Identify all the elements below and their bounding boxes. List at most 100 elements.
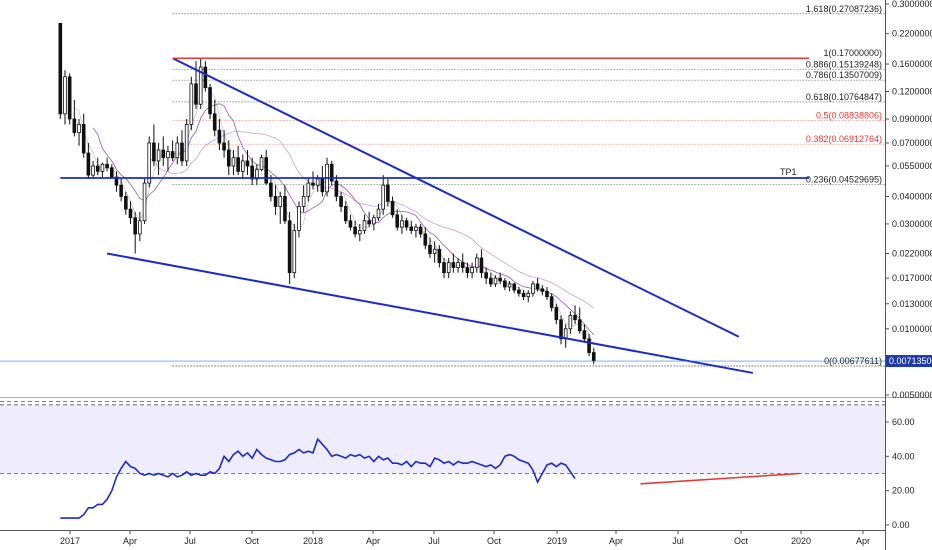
candle-body[interactable] <box>147 142 152 184</box>
candle-body[interactable] <box>180 142 184 162</box>
candle-body[interactable] <box>376 208 381 219</box>
candle-body[interactable] <box>418 226 423 235</box>
rsi-divergence-line[interactable] <box>640 472 800 485</box>
candle-body[interactable] <box>292 230 297 274</box>
candle-body[interactable] <box>77 124 81 134</box>
candle-body[interactable] <box>329 163 334 182</box>
candle-body[interactable] <box>442 262 446 274</box>
candle-body[interactable] <box>175 142 180 159</box>
candle-body[interactable] <box>217 129 222 144</box>
candle-body[interactable] <box>198 66 203 105</box>
candle-body[interactable] <box>357 230 362 235</box>
candle-body[interactable] <box>493 277 498 285</box>
candle-body[interactable] <box>72 118 77 134</box>
candle-body[interactable] <box>372 217 376 225</box>
candle-body[interactable] <box>133 217 137 235</box>
candle-body[interactable] <box>208 87 212 115</box>
candle-body[interactable] <box>142 182 147 222</box>
candle-body[interactable] <box>166 151 170 159</box>
candle-body[interactable] <box>507 283 512 288</box>
candle-body[interactable] <box>474 257 479 268</box>
candle-body[interactable] <box>549 296 554 308</box>
candle-body[interactable] <box>573 315 577 321</box>
candle-body[interactable] <box>278 196 283 207</box>
candle-body[interactable] <box>446 262 451 274</box>
candle-body[interactable] <box>91 165 95 176</box>
candle-body[interactable] <box>152 142 156 162</box>
candle-body[interactable] <box>311 182 315 186</box>
candle-body[interactable] <box>423 233 428 246</box>
candle-body[interactable] <box>400 220 404 228</box>
candle-body[interactable] <box>100 163 105 172</box>
candle-body[interactable] <box>545 290 549 298</box>
candle-body[interactable] <box>109 167 114 178</box>
candle-body[interactable] <box>484 272 488 279</box>
candle-body[interactable] <box>554 307 559 321</box>
candle-body[interactable] <box>287 220 292 274</box>
candle-body[interactable] <box>367 220 371 225</box>
candle-body[interactable] <box>259 157 264 170</box>
candle-body[interactable] <box>348 220 353 228</box>
candle-body[interactable] <box>306 182 311 197</box>
candle-body[interactable] <box>231 157 236 167</box>
candle-body[interactable] <box>334 180 339 197</box>
candle-body[interactable] <box>540 288 545 292</box>
candle-body[interactable] <box>236 157 240 172</box>
candle-body[interactable] <box>362 220 367 231</box>
trendline-upper[interactable] <box>172 57 740 338</box>
candle-body[interactable] <box>582 330 587 340</box>
candle-body[interactable] <box>114 176 119 186</box>
candle-body[interactable] <box>432 248 437 254</box>
candle-body[interactable] <box>521 292 526 298</box>
candle-body[interactable] <box>241 160 245 172</box>
candle-body[interactable] <box>58 22 63 115</box>
candle-body[interactable] <box>386 184 390 202</box>
candle-body[interactable] <box>124 196 128 210</box>
candle-body[interactable] <box>451 262 456 268</box>
candle-body[interactable] <box>498 277 502 282</box>
candle-body[interactable] <box>250 165 254 180</box>
rsi-line[interactable] <box>60 437 576 519</box>
candle-body[interactable] <box>273 196 278 207</box>
candle-body[interactable] <box>86 152 91 176</box>
candle-body[interactable] <box>503 280 507 288</box>
candle-body[interactable] <box>559 319 563 340</box>
candle-body[interactable] <box>226 149 231 167</box>
candle-body[interactable] <box>203 66 208 89</box>
candle-body[interactable] <box>128 208 133 219</box>
candle-body[interactable] <box>577 319 582 332</box>
candle-body[interactable] <box>212 113 217 131</box>
candle-body[interactable] <box>189 83 194 125</box>
candle-body[interactable] <box>264 157 269 184</box>
candle-body[interactable] <box>315 178 320 186</box>
candle-body[interactable] <box>184 124 189 162</box>
candle-body[interactable] <box>283 196 287 222</box>
candle-body[interactable] <box>170 151 175 159</box>
candle-body[interactable] <box>63 76 67 115</box>
candle-body[interactable] <box>470 267 474 274</box>
candle-body[interactable] <box>297 206 301 231</box>
candle-body[interactable] <box>119 184 123 197</box>
candle-body[interactable] <box>81 124 86 154</box>
candle-body[interactable] <box>456 262 460 268</box>
candle-body[interactable] <box>67 76 72 120</box>
candle-body[interactable] <box>531 283 535 294</box>
candle-body[interactable] <box>404 220 409 228</box>
candle-body[interactable] <box>517 289 521 294</box>
candle-body[interactable] <box>194 83 198 105</box>
candle-body[interactable] <box>460 262 465 268</box>
candle-body[interactable] <box>409 226 414 231</box>
candle-body[interactable] <box>105 163 109 169</box>
candle-body[interactable] <box>222 142 226 151</box>
candle-body[interactable] <box>301 196 306 207</box>
candle-body[interactable] <box>353 226 357 235</box>
candle-body[interactable] <box>568 315 573 330</box>
candle-body[interactable] <box>512 283 517 291</box>
candle-body[interactable] <box>161 149 166 159</box>
candle-body[interactable] <box>95 165 100 172</box>
candle-body[interactable] <box>269 182 273 197</box>
candle-body[interactable] <box>587 338 591 353</box>
candle-body[interactable] <box>320 178 325 193</box>
candle-body[interactable] <box>526 292 531 298</box>
